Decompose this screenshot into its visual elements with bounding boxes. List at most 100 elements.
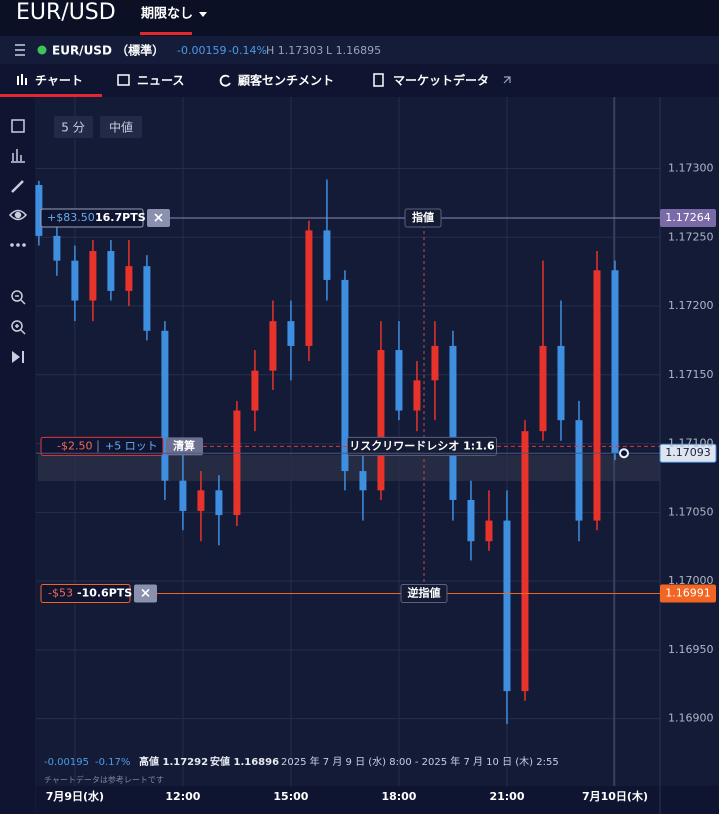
- external-icon: [503, 76, 511, 84]
- tab-bar: [0, 64, 719, 97]
- x-tick-label: 12:00: [165, 790, 200, 803]
- candle-body: [575, 420, 583, 521]
- current-price-text: 1.17093: [665, 446, 711, 459]
- x-tick-label: 15:00: [273, 790, 308, 803]
- position-close[interactable]: [166, 437, 203, 456]
- y-tick-label: 1.16900: [668, 712, 714, 725]
- market-icon: [373, 73, 384, 87]
- candle-body: [125, 266, 133, 291]
- more-tool[interactable]: [10, 243, 26, 247]
- zoom-out-tool[interactable]: [11, 290, 23, 302]
- candle-body: [485, 520, 493, 542]
- limit-pts: 16.7PTS: [95, 211, 146, 224]
- limit-price: [660, 209, 716, 228]
- sentiment-icon: [219, 74, 231, 87]
- info-change-pct: -0.17%: [95, 757, 130, 768]
- status-dot: [37, 45, 47, 55]
- stop-tag-text: 逆指値: [408, 585, 441, 599]
- calendar-tool[interactable]: [11, 119, 25, 133]
- stop-pts: -10.6PTS: [77, 586, 132, 599]
- stop-cancel-icon: [141, 588, 150, 598]
- candle-body: [251, 370, 259, 411]
- tab[interactable]: 顧客センチメント: [237, 73, 334, 88]
- candle-body: [413, 380, 421, 411]
- candle-body: [89, 251, 97, 301]
- interval-button[interactable]: [54, 116, 93, 138]
- price-type-button[interactable]: [100, 116, 142, 138]
- candle-body: [107, 251, 115, 291]
- chart-tab-icon: [17, 74, 27, 85]
- stop-price: [660, 584, 716, 603]
- candle-body: [215, 490, 223, 516]
- quote-high: H 1.17303: [266, 44, 323, 57]
- dropdown-icon[interactable]: [199, 12, 207, 17]
- draw-tool[interactable]: [11, 180, 24, 193]
- interval[interactable]: 5 分: [61, 121, 84, 135]
- position-close-text: 清算: [173, 438, 195, 452]
- candle-body: [305, 230, 313, 346]
- limit-pnl: +$83.50: [47, 211, 95, 224]
- limit-box: [40, 208, 144, 228]
- candle-body: [593, 270, 601, 521]
- position-pnl: -$2.50: [57, 439, 92, 452]
- expiry-underline: [140, 32, 192, 35]
- overlay: +$83.50 16.7PTS 指値 1.17264 -$53 -10.6PTS 逆指値 1.…: [36, 208, 717, 603]
- info-change: -0.00195: [44, 757, 89, 768]
- candle-body: [323, 230, 331, 280]
- candle-body: [503, 520, 511, 692]
- toolbar: [0, 97, 35, 814]
- candle-body: [377, 350, 385, 491]
- current-price: [659, 443, 717, 463]
- x-axis-bar: [36, 786, 719, 814]
- candle-body: [431, 345, 439, 381]
- header: [0, 0, 719, 36]
- candle-body: [161, 330, 169, 481]
- y-tick-label: 1.17050: [668, 505, 714, 518]
- quote-bar: [0, 36, 719, 64]
- quote-name: EUR/USD （標準）: [52, 43, 164, 58]
- quote-change: -0.00159: [177, 44, 226, 57]
- y-tick-label: 1.17200: [668, 299, 714, 312]
- candle-body: [449, 345, 457, 500]
- candle-body: [233, 410, 241, 516]
- candle-body: [557, 345, 565, 421]
- candle-body: [269, 321, 277, 371]
- candle-body: [395, 350, 403, 411]
- limit-tag: [404, 208, 442, 228]
- candle-body: [179, 480, 187, 511]
- zoom-handles: [15, 295, 26, 335]
- stop-tag: [400, 583, 448, 603]
- y-tick-label: 1.17300: [668, 162, 714, 175]
- limit-cancel-icon: [154, 213, 163, 222]
- info-note: チャートデータは参考レートです: [44, 775, 164, 785]
- menu-icon[interactable]: [15, 44, 25, 56]
- tab-underline: [0, 94, 102, 97]
- stop-price-text: 1.16991: [665, 586, 711, 599]
- news-icon: [117, 74, 130, 86]
- x-tick-label: 21:00: [489, 790, 524, 803]
- candles: [35, 179, 619, 725]
- candle-body: [71, 260, 79, 301]
- info-high: 高値 1.17292: [139, 755, 208, 768]
- indicator-tool[interactable]: [11, 149, 25, 163]
- candle-body: [521, 431, 529, 692]
- tab[interactable]: マーケットデータ: [393, 73, 489, 88]
- position-box: [40, 436, 164, 456]
- tab[interactable]: チャート: [35, 74, 83, 88]
- expiry[interactable]: 期限なし: [141, 7, 193, 22]
- y-tick-label: 1.17000: [668, 574, 714, 587]
- tab[interactable]: ニュース: [137, 74, 184, 88]
- price-type[interactable]: 中値: [109, 120, 133, 135]
- play-tool[interactable]: [12, 351, 24, 363]
- stop-box: [40, 583, 131, 603]
- candle-body: [341, 279, 349, 472]
- candle-body: [287, 321, 295, 346]
- info-low: 安値 1.16896: [210, 755, 279, 768]
- view-tool[interactable]: [8, 209, 28, 221]
- zoom-in-tool[interactable]: [11, 320, 23, 332]
- limit-price-text: 1.17264: [665, 211, 711, 224]
- candle-body: [35, 185, 43, 236]
